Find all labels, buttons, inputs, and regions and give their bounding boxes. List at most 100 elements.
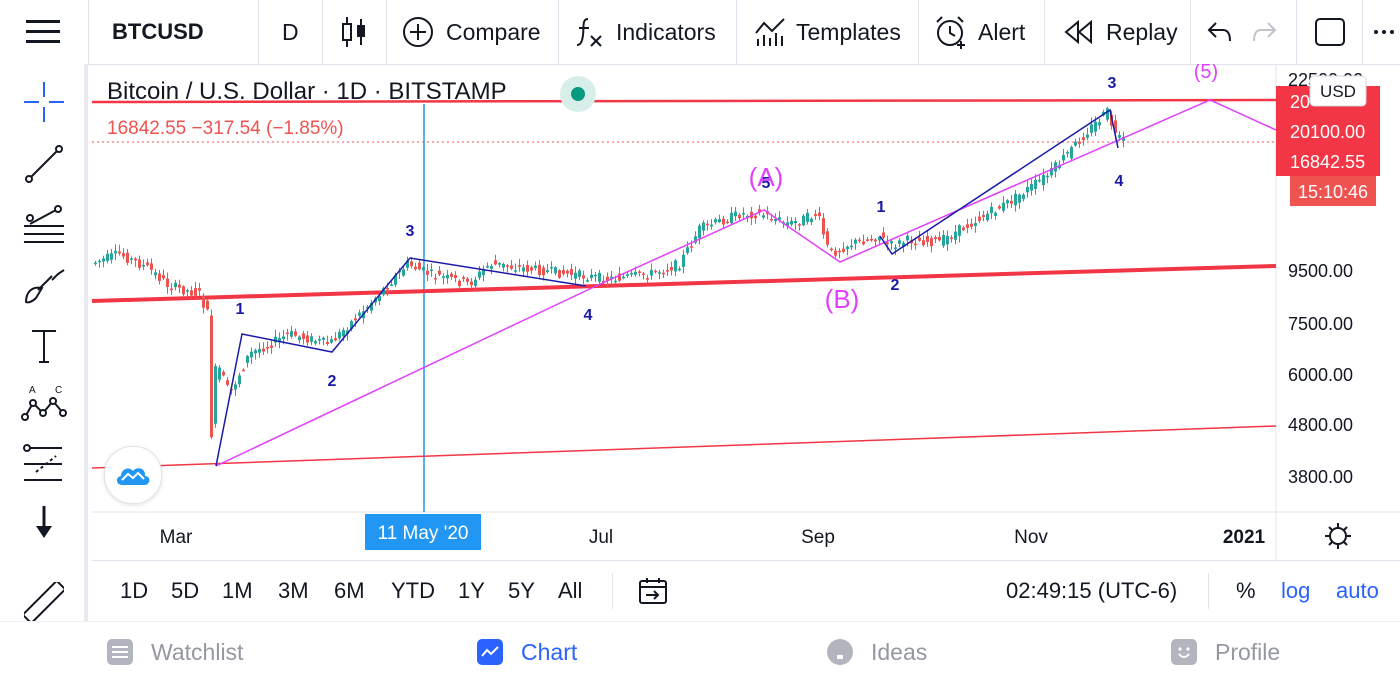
range-5y[interactable]: 5Y	[508, 578, 535, 603]
candle	[1006, 200, 1009, 204]
forecast-tool[interactable]	[18, 438, 70, 490]
tradingview-logo-button[interactable]	[104, 446, 162, 504]
nav-profile[interactable]: Profile	[1171, 622, 1280, 682]
candle	[330, 339, 333, 343]
chart-settings-button[interactable]	[1325, 523, 1351, 549]
candle	[234, 384, 237, 390]
candle	[738, 214, 741, 219]
range-6m[interactable]: 6M	[334, 578, 365, 603]
candle	[1118, 135, 1121, 138]
compare-label: Compare	[446, 18, 541, 45]
chart-pane[interactable]: 1 2 3 4 5 1 2 3 4 (A) (B) (5) 22500.00 9…	[92, 64, 1400, 560]
svg-text:A: A	[29, 385, 36, 396]
measure-tool[interactable]	[18, 576, 70, 628]
text-icon	[32, 330, 56, 363]
replay-label: Replay	[1106, 18, 1178, 45]
legend-values: 16842.55 −317.54 (−1.85%)	[107, 118, 344, 139]
alert-button[interactable]: Alert	[934, 0, 1025, 64]
candle	[862, 241, 865, 245]
range-3m[interactable]: 3M	[278, 578, 309, 603]
clock-time[interactable]: 02:49:15 (UTC-6)	[1006, 578, 1178, 603]
compare-button[interactable]: Compare	[402, 0, 541, 64]
log-toggle[interactable]: log	[1281, 578, 1311, 603]
replay-button[interactable]: Replay	[1064, 0, 1178, 64]
fullscreen-button[interactable]	[1314, 0, 1346, 64]
candle	[334, 338, 337, 341]
chart-type-button[interactable]	[340, 0, 368, 64]
range-1y[interactable]: 1Y	[458, 578, 485, 603]
menu-button[interactable]	[26, 0, 60, 64]
support-trend-line	[92, 264, 1277, 303]
alarm-clock-icon	[936, 16, 965, 49]
nav-ideas[interactable]: Ideas	[827, 622, 927, 682]
candle	[198, 288, 201, 291]
range-5d[interactable]: 5D	[171, 578, 200, 603]
range-ytd[interactable]: YTD	[391, 578, 435, 603]
ruler-icon	[24, 582, 64, 622]
brush-tool[interactable]	[18, 260, 70, 312]
candle	[998, 206, 1001, 209]
candle	[806, 212, 809, 222]
lightbulb-icon	[827, 639, 853, 665]
candle	[282, 336, 285, 340]
symbol-button[interactable]: BTCUSD	[112, 19, 204, 44]
candle	[498, 263, 501, 265]
range-1m[interactable]: 1M	[222, 578, 253, 603]
price-tick-7500: 7500.00	[1288, 314, 1353, 334]
countdown-tag-bg	[1290, 176, 1376, 206]
candle	[834, 250, 837, 256]
nav-watchlist[interactable]: Watchlist	[107, 622, 243, 682]
candle	[698, 225, 701, 239]
candle	[290, 331, 293, 337]
candle	[522, 267, 525, 272]
candle	[842, 248, 845, 252]
candle	[1106, 108, 1109, 120]
indicators-label: Indicators	[616, 18, 716, 45]
go-to-date-button[interactable]	[638, 561, 668, 621]
currency-badge[interactable]: USD	[1320, 82, 1356, 101]
redo-button[interactable]	[1252, 0, 1278, 64]
range-all[interactable]: All	[558, 578, 583, 603]
market-status-button[interactable]	[560, 76, 596, 112]
arrow-tool[interactable]	[18, 496, 70, 548]
auto-toggle[interactable]: auto	[1336, 578, 1379, 603]
candle	[170, 288, 173, 291]
price-chart[interactable]: 1 2 3 4 5 1 2 3 4 (A) (B) (5) 22500.00 9…	[92, 64, 1400, 560]
candle	[294, 331, 297, 336]
range-1d[interactable]: 1D	[120, 578, 149, 603]
wave-label-5: 5	[762, 175, 771, 192]
brush-icon	[24, 269, 65, 304]
candle	[1070, 147, 1073, 159]
trend-line-tool[interactable]	[18, 138, 70, 190]
indicators-button[interactable]: Indicators	[576, 0, 716, 64]
candle	[990, 207, 993, 214]
candle	[510, 265, 513, 269]
legend-title[interactable]: Bitcoin / U.S. Dollar · 1D · BITSTAMP	[107, 78, 507, 105]
candle	[550, 266, 553, 269]
text-tool[interactable]	[18, 320, 70, 372]
candle	[578, 270, 581, 277]
wave-label-B: (B)	[825, 284, 860, 314]
nav-chart[interactable]: Chart	[477, 622, 577, 682]
range-bar: 1D 5D 1M 3M 6M YTD 1Y 5Y All 02:49:15 (U…	[92, 560, 1400, 621]
interval-button[interactable]: D	[282, 18, 299, 45]
more-button[interactable]	[1370, 0, 1394, 64]
candle	[670, 266, 673, 271]
templates-button[interactable]: Templates	[754, 0, 901, 64]
magenta-wave-line	[215, 99, 1277, 467]
candle	[886, 242, 889, 244]
candle	[614, 280, 617, 283]
candle	[114, 250, 117, 254]
fib-tool[interactable]	[18, 198, 70, 250]
candle	[1034, 179, 1037, 189]
candle	[606, 276, 609, 281]
candle	[654, 270, 657, 273]
percent-toggle[interactable]: %	[1236, 578, 1256, 603]
candle	[582, 275, 585, 279]
candle	[906, 235, 909, 241]
crosshair-tool[interactable]	[18, 76, 70, 128]
undo-button[interactable]	[1206, 0, 1232, 64]
candle	[686, 247, 689, 253]
